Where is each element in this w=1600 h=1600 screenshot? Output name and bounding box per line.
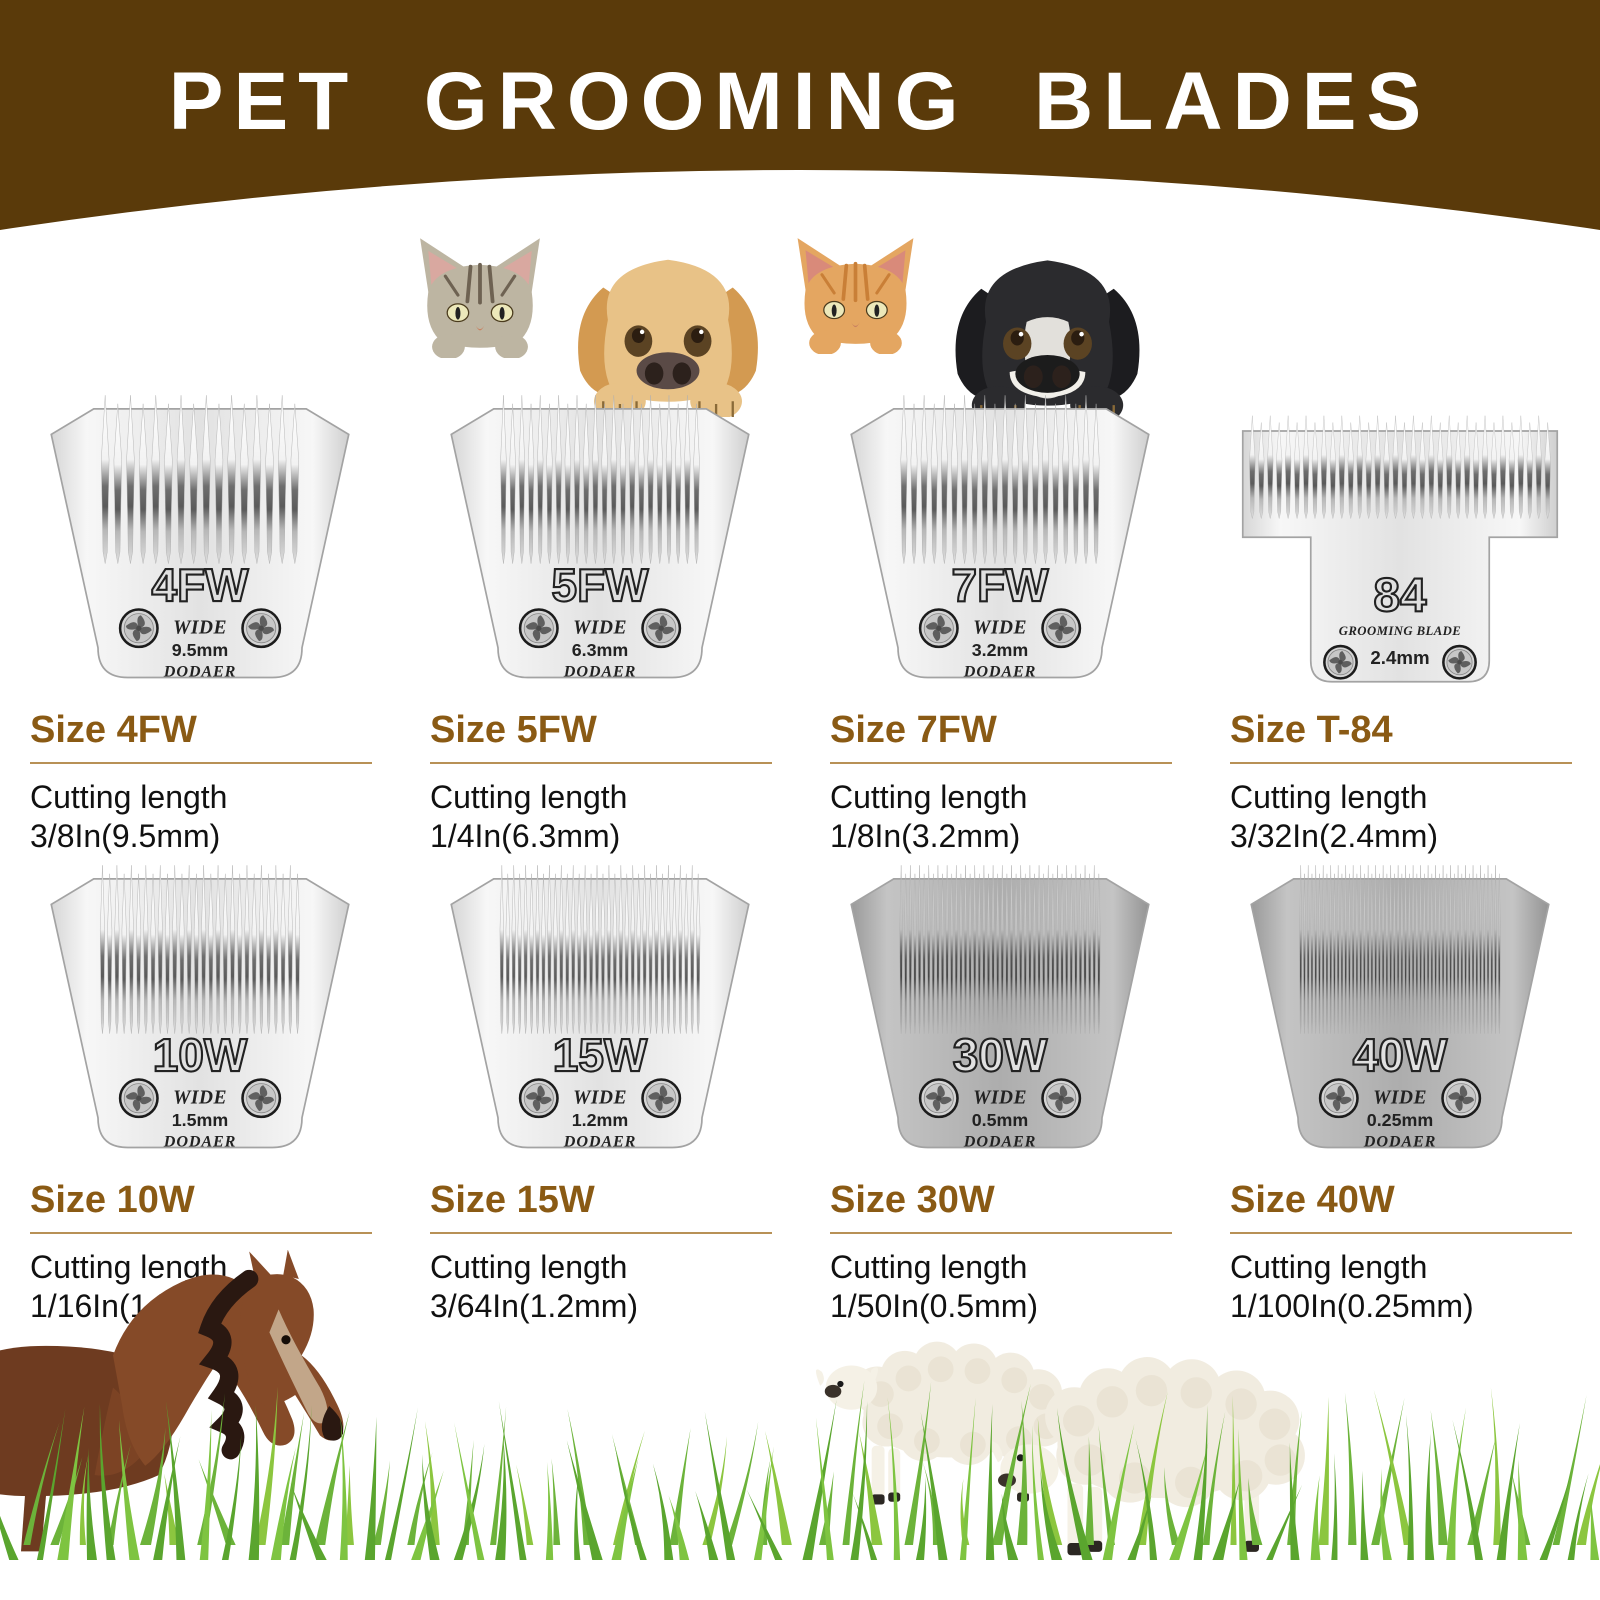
svg-text:10W: 10W: [153, 1029, 248, 1081]
svg-text:3.2mm: 3.2mm: [972, 640, 1029, 660]
svg-text:DODAER: DODAER: [563, 664, 636, 681]
svg-text:WIDE: WIDE: [973, 1087, 1027, 1108]
svg-text:DODAER: DODAER: [163, 664, 236, 681]
svg-text:30W: 30W: [953, 1029, 1048, 1081]
svg-text:WIDE: WIDE: [973, 617, 1027, 638]
svg-text:40W: 40W: [1353, 1029, 1448, 1081]
svg-text:DODAER: DODAER: [563, 1134, 636, 1151]
svg-text:1.2mm: 1.2mm: [572, 1110, 629, 1130]
svg-text:9.5mm: 9.5mm: [172, 640, 229, 660]
svg-text:0.25mm: 0.25mm: [1367, 1110, 1433, 1130]
svg-text:GROOMING BLADE: GROOMING BLADE: [1339, 624, 1462, 638]
svg-text:84: 84: [1374, 569, 1427, 622]
svg-text:15W: 15W: [553, 1029, 648, 1081]
svg-text:4FW: 4FW: [152, 559, 250, 611]
svg-text:WIDE: WIDE: [173, 617, 227, 638]
svg-text:DODAER: DODAER: [163, 1134, 236, 1151]
svg-text:5FW: 5FW: [552, 559, 650, 611]
svg-text:1.5mm: 1.5mm: [172, 1110, 229, 1130]
svg-text:2.4mm: 2.4mm: [1370, 647, 1429, 668]
svg-text:DODAER: DODAER: [963, 1134, 1036, 1151]
svg-text:7FW: 7FW: [952, 559, 1050, 611]
svg-text:DODAER: DODAER: [1363, 1134, 1436, 1151]
svg-text:WIDE: WIDE: [573, 617, 627, 638]
svg-text:WIDE: WIDE: [573, 1087, 627, 1108]
svg-text:DODAER: DODAER: [963, 664, 1036, 681]
svg-text:6.3mm: 6.3mm: [572, 640, 629, 660]
svg-text:WIDE: WIDE: [173, 1087, 227, 1108]
svg-text:0.5mm: 0.5mm: [972, 1110, 1029, 1130]
svg-text:WIDE: WIDE: [1373, 1087, 1427, 1108]
